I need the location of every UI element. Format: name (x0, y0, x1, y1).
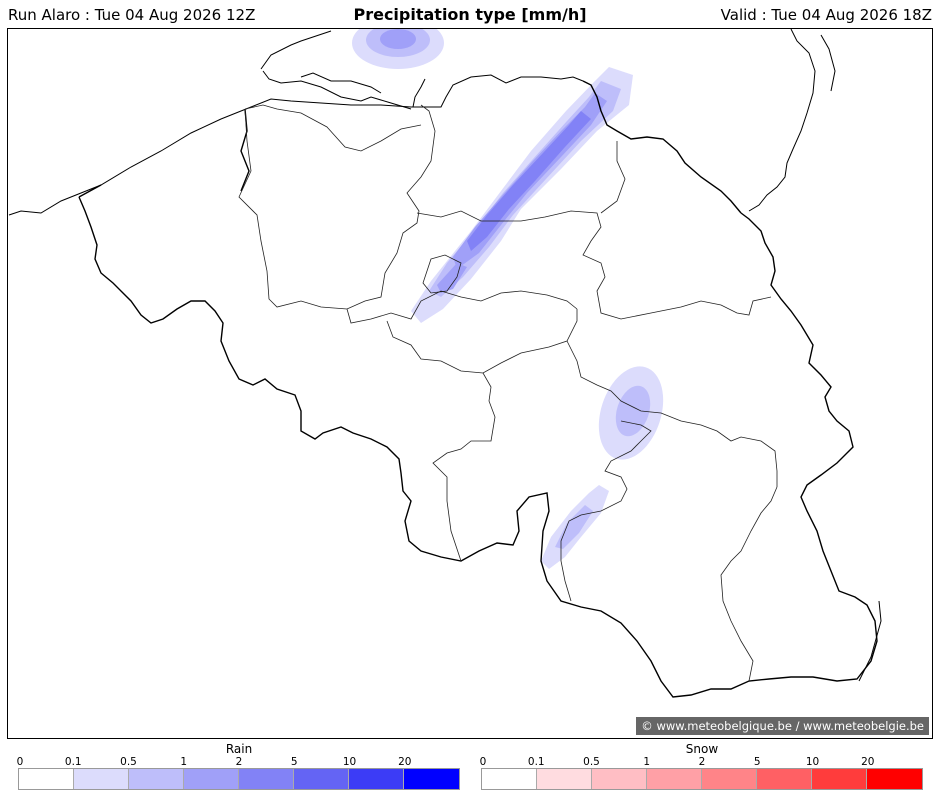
snow-legend-swatch (812, 769, 867, 789)
rain-legend-tick: 20 (398, 756, 412, 768)
snow-legend-swatch (702, 769, 757, 789)
credit-label: © www.meteobelgique.be / www.meteobelgie… (636, 717, 929, 735)
snow-color-bar (481, 768, 923, 790)
snow-legend-swatch (647, 769, 702, 789)
neighbour-borders (8, 29, 882, 682)
snow-legend-tick: 5 (753, 756, 761, 768)
rain-legend-swatch (19, 769, 74, 789)
rain-color-bar (18, 768, 460, 790)
precip-area-south (541, 485, 609, 569)
precipitation-map: © www.meteobelgique.be / www.meteobelgie… (7, 28, 933, 739)
snow-legend-swatch (537, 769, 592, 789)
run-label: Run Alaro : Tue 04 Aug 2026 12Z (8, 6, 256, 24)
precip-area-coast (352, 29, 444, 69)
snow-legend-swatch (592, 769, 647, 789)
snow-legend-tick: 1 (643, 756, 651, 768)
rain-legend-tick: 0.5 (120, 756, 137, 768)
belgium-border (78, 80, 878, 698)
rain-legend-swatch (74, 769, 129, 789)
rain-legend-swatch (294, 769, 349, 789)
snow-legend-tick: 0.5 (583, 756, 600, 768)
precip-area-north-band (411, 67, 633, 323)
rain-legend-swatch (349, 769, 404, 789)
rain-legend-swatch (184, 769, 239, 789)
snow-legend-title: Snow (685, 742, 719, 756)
rain-legend-tick: 10 (342, 756, 357, 768)
snow-legend-tick: 0 (479, 756, 487, 768)
snow-legend-tick: 2 (698, 756, 706, 768)
rain-legend-swatch (239, 769, 294, 789)
snow-legend-swatch (867, 769, 922, 789)
map-title: Precipitation type [mm/h] (353, 5, 587, 24)
rain-legend-title: Rain (225, 742, 253, 756)
rain-legend-tick: 5 (290, 756, 298, 768)
rain-legend-tick: 1 (180, 756, 188, 768)
province-borders (238, 104, 778, 682)
snow-legend-tick: 10 (805, 756, 820, 768)
rain-legend-tick: 0.1 (64, 756, 82, 768)
snow-legend-swatch (757, 769, 812, 789)
rain-legend-tick: 0 (16, 756, 24, 768)
rain-legend-swatch (404, 769, 459, 789)
precip-area-ardennes (598, 366, 664, 460)
map-canvas (8, 29, 882, 698)
snow-legend-swatch (482, 769, 537, 789)
rain-legend-swatch (129, 769, 184, 789)
snow-legend-tick: 20 (861, 756, 875, 768)
precipitation-layer (352, 29, 664, 569)
snow-legend-tick: 0.1 (527, 756, 545, 768)
valid-label: Valid : Tue 04 Aug 2026 18Z (720, 6, 932, 24)
rain-legend-tick: 2 (235, 756, 243, 768)
